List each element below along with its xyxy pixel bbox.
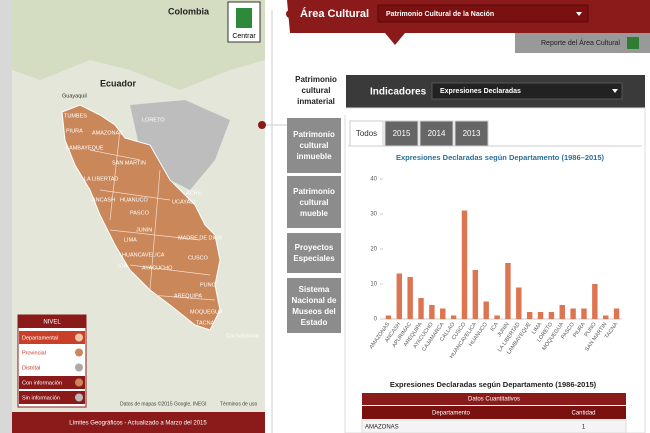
header-title: Área Cultural <box>300 7 369 20</box>
region-label: CUSCO <box>188 255 209 261</box>
header-arrow <box>385 33 405 45</box>
bar[interactable] <box>418 298 423 319</box>
legend-swatch <box>75 349 83 357</box>
bar[interactable] <box>614 309 619 320</box>
column-header: Departamento <box>432 411 471 417</box>
bar[interactable] <box>505 263 510 319</box>
y-tick-label: 20 <box>370 247 377 253</box>
dot <box>258 121 266 129</box>
table-group-label: Datos Cuantitativos <box>468 397 520 403</box>
region-label: AYACUCHO <box>142 265 173 271</box>
indicators-title: Indicadores <box>370 87 427 98</box>
legend-swatch <box>75 379 83 387</box>
region-label: LORETO <box>142 117 165 123</box>
country-label: Ecuador <box>100 78 137 88</box>
bar[interactable] <box>581 309 586 320</box>
region-label: LAMBAYEQUE <box>66 145 104 151</box>
column-header: Cantidad <box>571 411 595 417</box>
region-label: TACNA <box>196 320 215 326</box>
bar[interactable] <box>451 316 456 320</box>
map-footer-text: Límites Geográficos - Actualizado a Marz… <box>69 421 207 427</box>
bar[interactable] <box>397 274 402 320</box>
excel-icon[interactable] <box>627 37 639 49</box>
bar[interactable] <box>494 316 499 320</box>
center-label[interactable]: Centrar <box>232 33 256 40</box>
region-label: AMAZONAS <box>92 130 123 136</box>
bar[interactable] <box>386 316 391 320</box>
year-tab-label[interactable]: 2013 <box>463 129 481 138</box>
attribution: Datos de mapas ©2015 Google, INEGI <box>120 400 207 407</box>
report-link[interactable]: Reporte del Área Cultural <box>541 38 620 47</box>
bar[interactable] <box>516 288 521 320</box>
year-tab-label[interactable]: 2015 <box>393 129 411 138</box>
bar[interactable] <box>592 284 597 319</box>
region-label: JUNIN <box>136 227 152 233</box>
bar[interactable] <box>429 305 434 319</box>
y-tick-label: 40 <box>370 177 377 183</box>
legend-label[interactable]: Provincial <box>22 350 46 356</box>
bar[interactable] <box>560 305 565 319</box>
legend-swatch <box>75 364 83 372</box>
region-label: HUANUCO <box>120 197 149 203</box>
table-title: Expresiones Declaradas según Departament… <box>390 380 597 389</box>
table-row <box>362 420 626 433</box>
table-cell: AMAZONAS <box>365 425 399 431</box>
legend-label[interactable]: Distrital <box>22 365 40 371</box>
region-label: Guayaquil <box>62 93 87 99</box>
side-tab[interactable]: Patrimonio cultural mueble <box>287 176 341 228</box>
side-tab[interactable]: Proyectos Especiales <box>287 233 341 273</box>
legend-label[interactable]: Departamental <box>22 335 58 341</box>
chart-title: Expresiones Declaradas según Departament… <box>396 153 605 162</box>
region-label: ACRE <box>186 190 202 196</box>
margin <box>0 0 12 433</box>
side-tab[interactable]: Patrimonio cultural inmaterial <box>286 65 346 115</box>
center-icon <box>236 8 252 28</box>
legend-swatch <box>75 334 83 342</box>
region-label: HUANCAVELICA <box>122 252 165 258</box>
side-tab[interactable]: Patrimonio cultural inmueble <box>287 118 341 173</box>
region-label: PIURA <box>66 128 83 134</box>
y-tick-label: 30 <box>370 212 377 218</box>
legend-title: NIVEL <box>43 320 61 326</box>
year-tab-label[interactable]: Todos <box>356 129 377 138</box>
region-label: MADRE DE DIOS <box>178 235 222 241</box>
bar[interactable] <box>527 312 532 319</box>
y-tick-label: 10 <box>370 282 377 288</box>
region-label: Cochabamba <box>226 333 260 339</box>
region-label: UCAYALI <box>172 199 195 205</box>
region-label: PUNO <box>200 282 217 288</box>
terms[interactable]: Términos de uso <box>220 401 257 407</box>
bar[interactable] <box>570 309 575 320</box>
bar[interactable] <box>473 270 478 319</box>
region-label: ANCASH <box>92 197 115 203</box>
bar[interactable] <box>462 211 467 320</box>
region-label: PASCO <box>130 210 150 216</box>
country-label: Colombia <box>168 6 210 16</box>
bar[interactable] <box>603 316 608 320</box>
region-label: ICA <box>118 263 128 269</box>
legend-swatch <box>75 394 83 402</box>
bar[interactable] <box>483 302 488 320</box>
region-label: TUMBES <box>64 113 87 119</box>
legend-label[interactable]: Sin información <box>22 395 60 401</box>
year-tab-label[interactable]: 2014 <box>428 129 446 138</box>
bar[interactable] <box>538 312 543 319</box>
bar[interactable] <box>407 277 412 319</box>
region-label: AREQUIPA <box>174 293 202 299</box>
legend-label[interactable]: Con información <box>22 380 62 386</box>
side-tab[interactable]: Sistema Nacional de Museos del Estado <box>287 278 341 333</box>
region-label: MOQUEGUA <box>190 309 223 315</box>
region-label: LA LIBERTAD <box>84 176 118 182</box>
area-selection[interactable]: Patrimonio Cultural de la Nación <box>386 11 494 18</box>
bar[interactable] <box>549 312 554 319</box>
region-label: SAN MARTIN <box>112 160 146 166</box>
region-label: LIMA <box>124 237 137 243</box>
bar[interactable] <box>440 309 445 320</box>
indicator-selection[interactable]: Expresiones Declaradas <box>440 88 521 95</box>
